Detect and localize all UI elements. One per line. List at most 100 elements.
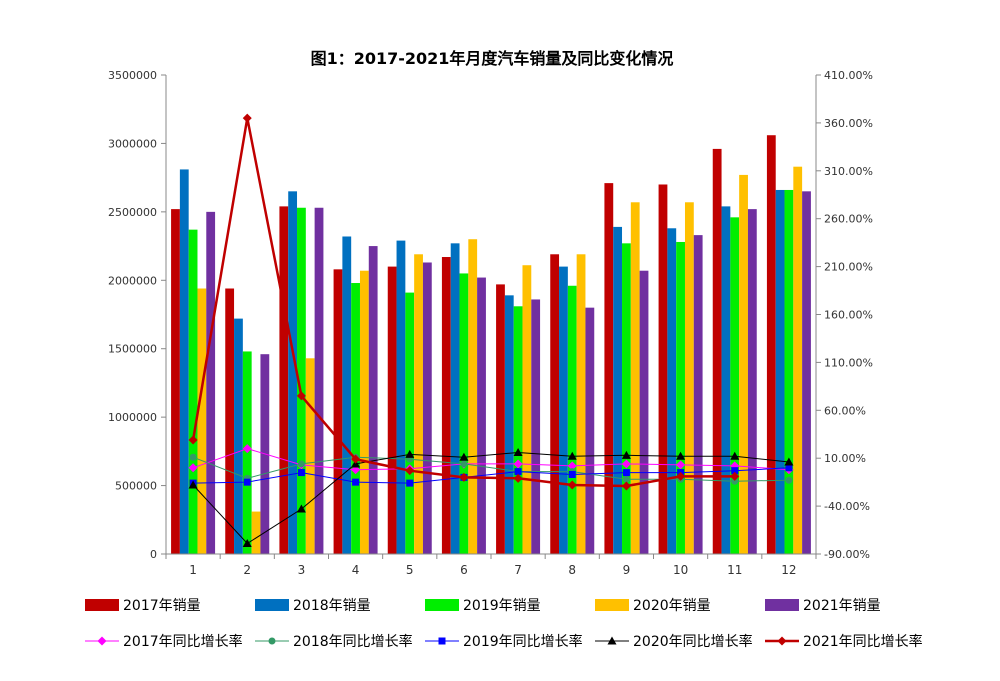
bar [496, 284, 505, 554]
legend: 2017年销量 2018年销量 2019年销量 2020年销量 2021年销量 2017年… [85, 598, 923, 650]
line-marker [621, 481, 631, 491]
y-right-tick-label: 60.00% [824, 404, 866, 417]
bar-layer [171, 135, 811, 555]
y-left-tick-label: 0 [150, 548, 157, 561]
bar [658, 184, 668, 555]
line-marker [188, 435, 198, 445]
line-marker [785, 464, 793, 472]
bar [188, 229, 198, 554]
line-marker [242, 538, 252, 547]
bar [585, 307, 595, 554]
line-marker [243, 478, 251, 486]
line-marker [242, 113, 252, 123]
line-marker [731, 477, 739, 485]
legend-label: 2021年销量 [803, 598, 881, 614]
bar [333, 269, 343, 554]
bar [396, 240, 406, 554]
bar [550, 254, 560, 554]
bar [414, 254, 423, 554]
bar [775, 189, 785, 554]
line-marker [676, 451, 686, 460]
line-marker [460, 460, 468, 468]
bar [368, 246, 378, 554]
line-marker [188, 480, 198, 489]
legend-item-bar: 2019年销量 [425, 598, 541, 614]
line-series [188, 447, 794, 547]
x-tick-label: 4 [352, 563, 360, 577]
line-marker [622, 469, 630, 477]
y-right-tick-label: 10.00% [824, 452, 866, 465]
bar [288, 191, 298, 554]
x-tick-label: 6 [460, 563, 468, 577]
y-left-tick-label: 1000000 [108, 411, 157, 424]
line-marker [242, 444, 252, 454]
bar [630, 202, 640, 554]
axes-layer: 0 500000 1000000 1500000 2000000 2500000 30000… [108, 69, 873, 577]
bar [793, 166, 803, 554]
bar [576, 254, 586, 554]
y-right-tick-label: -90.00% [824, 548, 870, 561]
x-tick-label: 3 [298, 563, 306, 577]
x-tick-label: 9 [623, 563, 631, 577]
bar [684, 202, 694, 554]
line-layer [188, 113, 794, 547]
bar [766, 135, 776, 554]
bar [613, 226, 623, 554]
bar [351, 283, 360, 554]
x-tick-label: 7 [514, 563, 522, 577]
chart-title: 图1：2017-2021年月度汽车销量及同比变化情况 [311, 49, 674, 68]
y-right-tick-label: 410.00% [824, 69, 873, 82]
line-marker [97, 636, 107, 646]
line-marker [622, 475, 630, 483]
line-marker [188, 463, 198, 473]
line-marker [513, 459, 523, 469]
bar [676, 241, 685, 554]
legend-label: 2020年同比增长率 [633, 633, 753, 650]
bar [802, 191, 811, 554]
legend-item-line: 2020年同比增长率 [595, 633, 753, 650]
line-marker [777, 636, 787, 646]
line-marker [568, 470, 576, 478]
line-marker [607, 636, 617, 645]
y-left-tick-label: 2000000 [108, 274, 157, 287]
bar [179, 169, 189, 554]
legend-swatch [425, 599, 459, 611]
bar [559, 266, 568, 554]
legend-swatch [85, 599, 119, 611]
line-marker [405, 466, 415, 476]
series-line [192, 456, 789, 482]
line-marker [296, 504, 306, 513]
line-marker [567, 461, 577, 471]
x-tick-label: 2 [243, 563, 251, 577]
bar [504, 295, 514, 554]
y-left-tick-label: 1500000 [108, 343, 157, 356]
bar [468, 239, 478, 555]
bar [225, 288, 235, 554]
line-marker [297, 469, 305, 477]
bar [667, 228, 677, 554]
legend-item-bar: 2020年销量 [595, 598, 711, 614]
bar [405, 292, 415, 554]
x-tick-label: 5 [406, 563, 414, 577]
line-marker [514, 468, 522, 476]
legend-swatch [255, 599, 289, 611]
bar [197, 288, 207, 554]
legend-label: 2021年同比增长率 [803, 633, 923, 650]
bar [459, 273, 469, 554]
legend-item-bar: 2021年销量 [765, 598, 881, 614]
bar [604, 183, 614, 554]
line-marker [459, 452, 469, 461]
y-right-tick-label: 360.00% [824, 117, 873, 130]
line-marker [352, 478, 360, 486]
line-marker [784, 457, 794, 466]
line-marker [297, 460, 305, 468]
bar [387, 266, 397, 554]
bar [531, 299, 541, 554]
line-marker [785, 476, 793, 484]
line-marker [730, 471, 740, 481]
legend-label: 2018年同比增长率 [293, 633, 413, 650]
bar [342, 236, 352, 555]
bar [639, 270, 649, 554]
